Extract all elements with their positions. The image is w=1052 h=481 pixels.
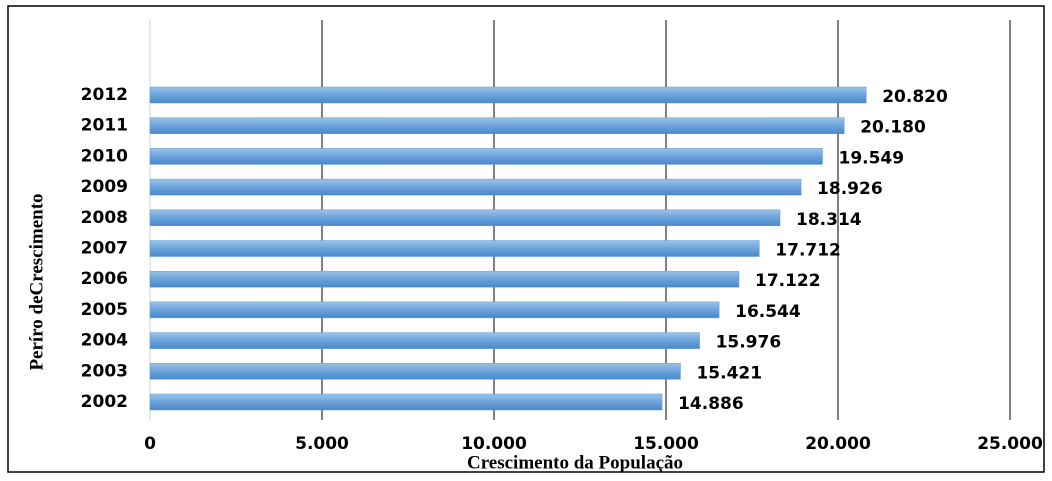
x-tick-label: 5.000 [295,434,349,454]
y-tick-label: 2008 [81,208,128,228]
bar [149,332,700,349]
bar [149,178,802,196]
value-label: 19.549 [838,148,904,168]
value-label: 17.712 [775,241,841,261]
chart-border [7,5,1045,473]
bar [149,86,867,104]
bar [149,270,740,288]
bar [149,240,760,257]
y-tick-label: 2011 [81,116,128,136]
x-tick-label: 0 [144,434,156,454]
y-tick-label: 2012 [81,85,128,105]
y-tick-label: 2007 [81,239,128,259]
x-tick-label: 10.000 [461,434,527,454]
value-label: 18.926 [817,179,883,199]
bar [149,148,823,165]
y-axis-title: Períro deCrescimento [26,193,47,370]
x-tick-label: 15.000 [633,434,699,454]
value-label: 16.544 [735,302,801,322]
bar [149,209,781,227]
value-label: 15.421 [696,363,762,383]
y-tick-label: 2005 [81,300,128,320]
bar [149,117,845,134]
value-label: 20.820 [882,87,948,107]
x-tick-label: 20.000 [805,434,871,454]
value-label: 20.180 [860,118,926,138]
bar [149,393,663,411]
x-tick-label: 25.000 [977,434,1043,454]
value-label: 17.122 [755,271,821,291]
y-tick-label: 2009 [81,177,128,197]
y-tick-label: 2003 [81,361,128,381]
bar [149,363,681,380]
value-label: 18.314 [796,210,862,230]
value-label: 15.976 [716,333,782,353]
x-axis-title: Crescimento da População [467,452,683,473]
y-tick-label: 2010 [81,146,128,166]
y-tick-label: 2004 [81,331,128,351]
bar [149,301,720,319]
y-tick-label: 2002 [81,392,128,412]
y-tick-label: 2006 [81,269,128,289]
value-label: 14.886 [678,394,744,414]
